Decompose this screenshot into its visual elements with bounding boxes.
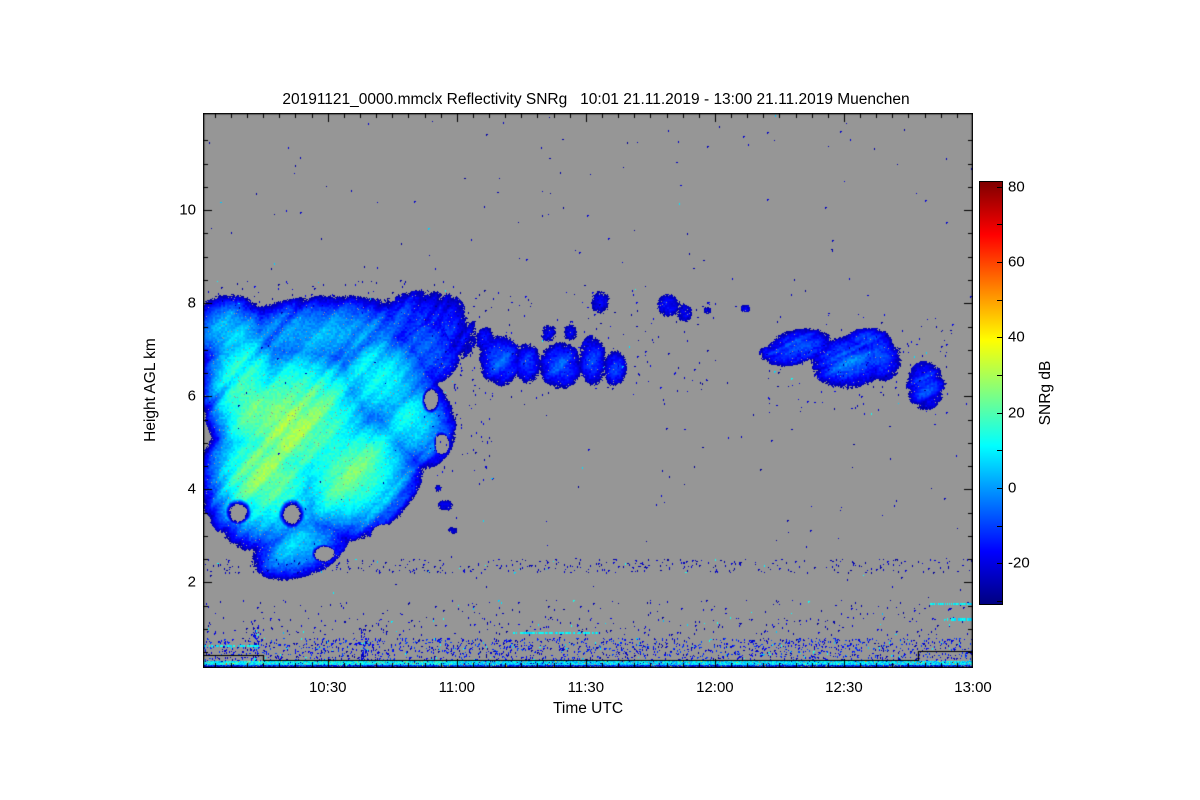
colorbar-tick xyxy=(997,488,1002,490)
colorbar-tick xyxy=(997,186,1002,188)
x-tick-label: 10:30 xyxy=(308,679,347,696)
x-tick-label: 11:00 xyxy=(438,679,476,696)
colorbar-tick xyxy=(997,337,1002,339)
colorbar-tick-label: 40 xyxy=(1008,328,1025,346)
colorbar-tick xyxy=(997,375,1002,377)
x-axis-label: Time UTC xyxy=(552,700,624,717)
colorbar-tick xyxy=(997,601,1002,603)
colorbar-tick xyxy=(997,525,1002,527)
colorbar xyxy=(979,181,1003,605)
colorbar-tick-label: 80 xyxy=(1008,178,1025,196)
y-tick-label: 6 xyxy=(187,387,196,405)
colorbar-tick xyxy=(997,450,1002,452)
colorbar-tick xyxy=(997,299,1002,301)
x-tick-label: 13:00 xyxy=(954,679,992,696)
colorbar-axis-label: SNRg dB xyxy=(1037,360,1054,426)
x-tick-label: 12:00 xyxy=(696,679,734,696)
colorbar-tick xyxy=(997,412,1002,414)
radar-heatmap-canvas xyxy=(203,113,973,668)
plot-title: 20191121_0000.mmclx Reflectivity SNRg 10… xyxy=(282,91,910,108)
colorbar-tick xyxy=(997,262,1002,263)
y-tick-label: 2 xyxy=(187,573,196,591)
y-tick-label: 10 xyxy=(179,201,196,219)
y-tick-label: 8 xyxy=(187,294,196,312)
y-tick-label: 4 xyxy=(187,480,196,498)
colorbar-tick-label: 0 xyxy=(1008,479,1017,497)
y-axis-label: Height AGL km xyxy=(142,338,159,442)
colorbar-tick xyxy=(997,563,1002,565)
colorbar-tick-label: -20 xyxy=(1008,554,1030,572)
x-tick-label: 11:30 xyxy=(567,679,605,696)
colorbar-tick-label: 60 xyxy=(1008,253,1025,271)
colorbar-tick xyxy=(997,224,1002,226)
x-tick-label: 12:30 xyxy=(825,679,863,696)
colorbar-tick-label: 20 xyxy=(1008,404,1025,422)
